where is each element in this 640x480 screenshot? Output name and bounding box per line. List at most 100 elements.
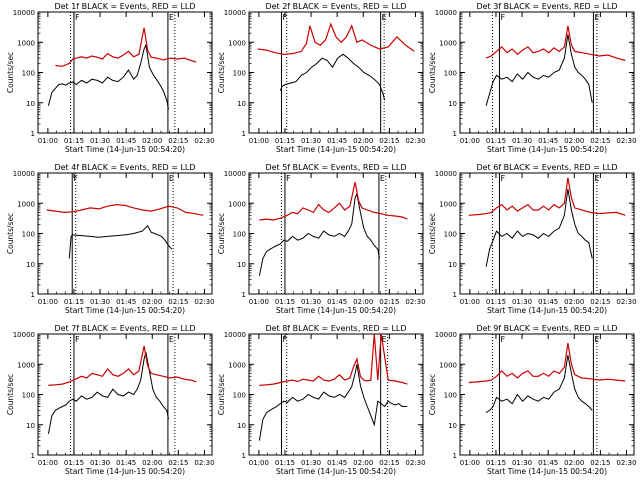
x-tick-label: 02:30 [194, 459, 214, 467]
chart-title: Det 6f BLACK = Events, RED = LLD [476, 163, 617, 172]
y-tick-label: 1 [453, 452, 457, 460]
x-tick-label: 01:15 [64, 459, 84, 467]
y-tick-label: 10 [26, 100, 35, 108]
y-tick-label: 100 [22, 231, 35, 239]
marker-label-f: F [75, 13, 80, 22]
x-tick-label: 01:45 [116, 459, 136, 467]
x-tick-label: 02:00 [564, 459, 584, 467]
marker-label-f: F [75, 335, 80, 344]
x-tick-label: 01:00 [249, 459, 269, 467]
x-tick-label: 02:00 [564, 137, 584, 145]
marker-label-e: E [594, 174, 599, 183]
y-tick-label: 100 [444, 392, 457, 400]
series-line-lld [48, 345, 197, 386]
series-line-events [485, 355, 593, 414]
x-axis-label: Start Time (14-Jun-15 00:54:20) [65, 467, 185, 476]
y-tick-label: 1000 [439, 39, 457, 47]
chart-title: Det 5f BLACK = Events, RED = LLD [265, 163, 406, 172]
marker-label-f: F [500, 335, 505, 344]
y-tick-label: 10000 [224, 331, 246, 339]
x-tick-label: 02:15 [590, 298, 610, 306]
y-tick-label: 1 [453, 291, 457, 299]
panel-det-5f: 1 10 100 1000 10000 01:00 01:15 01:30 01:45 02:00… [217, 163, 426, 315]
x-tick-label: 02:15 [168, 298, 188, 306]
x-tick-label: 02:30 [616, 459, 636, 467]
x-tick-label: 02:30 [405, 459, 425, 467]
y-tick-label: 1000 [228, 39, 246, 47]
x-tick-label: 01:00 [38, 459, 58, 467]
series-line-events [258, 364, 408, 441]
y-tick-label: 100 [444, 231, 457, 239]
marker-label-e: E [169, 335, 174, 344]
y-axis-label: Counts/sec [6, 374, 15, 415]
chart-title: Det 9f BLACK = Events, RED = LLD [476, 324, 617, 333]
y-tick-label: 1 [31, 452, 35, 460]
x-tick-label: 01:30 [90, 137, 110, 145]
x-tick-label: 01:30 [301, 298, 321, 306]
x-tick-label: 02:00 [142, 459, 162, 467]
y-tick-label: 1000 [17, 39, 35, 47]
x-axis-label: Start Time (14-Jun-15 00:54:20) [65, 145, 185, 154]
marker-label-f: F [282, 335, 287, 344]
panel-det-9f: 1 10 100 1000 10000 01:00 01:15 01:30 01:45 02:00… [428, 324, 637, 476]
series-line-events [485, 34, 593, 106]
y-tick-label: 1 [453, 130, 457, 138]
marker-label-f: F [500, 13, 505, 22]
series-line-lld [259, 333, 408, 386]
chart-title: Det 4f BLACK = Events, RED = LLD [54, 163, 195, 172]
marker-label-f: F [500, 174, 505, 183]
series-line-events [47, 43, 169, 110]
marker-label-e: E [382, 13, 387, 22]
x-tick-label: 02:15 [590, 459, 610, 467]
x-tick-label: 02:30 [616, 137, 636, 145]
plot-frame [459, 333, 635, 456]
y-tick-label: 100 [22, 392, 35, 400]
x-axis-label: Start Time (14-Jun-15 00:54:20) [276, 145, 396, 154]
plot-frame [459, 172, 635, 295]
x-tick-label: 01:00 [38, 298, 58, 306]
y-axis-label: Counts/sec [217, 52, 226, 93]
x-axis-label: Start Time (14-Jun-15 00:54:20) [276, 467, 396, 476]
y-tick-label: 10000 [224, 9, 246, 17]
panel-det-8f: 1 10 100 1000 10000 01:00 01:15 01:30 01:45 02:00… [217, 324, 426, 476]
panel-det-7f: 1 10 100 1000 10000 01:00 01:15 01:30 01:45 02:00… [6, 324, 215, 476]
x-tick-label: 01:45 [327, 298, 347, 306]
x-tick-label: 02:30 [405, 137, 425, 145]
series-line-lld [468, 343, 626, 384]
x-tick-label: 01:45 [327, 459, 347, 467]
x-tick-label: 01:00 [38, 137, 58, 145]
y-tick-label: 100 [233, 70, 246, 78]
x-tick-label: 01:30 [90, 298, 110, 306]
x-tick-label: 01:30 [90, 459, 110, 467]
marker-label-e: E [594, 335, 599, 344]
y-axis-label: Counts/sec [428, 52, 437, 93]
y-tick-label: 10000 [435, 170, 457, 178]
chart-title: Det 2f BLACK = Events, RED = LLD [265, 2, 406, 11]
series-line-lld [46, 203, 204, 216]
x-tick-label: 01:00 [460, 298, 480, 306]
y-axis-label: Counts/sec [428, 213, 437, 254]
y-tick-label: 10000 [435, 9, 457, 17]
x-tick-label: 01:00 [460, 459, 480, 467]
x-tick-label: 01:30 [512, 459, 532, 467]
y-tick-label: 10000 [13, 170, 35, 178]
y-tick-label: 10 [448, 100, 457, 108]
x-tick-label: 02:00 [353, 298, 373, 306]
y-tick-label: 10 [26, 422, 35, 430]
y-axis-label: Counts/sec [6, 52, 15, 93]
x-tick-label: 02:00 [564, 298, 584, 306]
x-tick-label: 01:30 [512, 298, 532, 306]
x-tick-label: 01:30 [301, 459, 321, 467]
x-tick-label: 02:15 [168, 137, 188, 145]
x-tick-label: 01:45 [327, 137, 347, 145]
panel-det-4f: 1 10 100 1000 10000 01:00 01:15 01:30 01:45 02:00… [6, 163, 215, 315]
y-tick-label: 1 [242, 130, 246, 138]
x-tick-label: 02:15 [379, 298, 399, 306]
x-tick-label: 01:00 [249, 298, 269, 306]
plot-frame [248, 172, 424, 295]
y-tick-label: 10 [26, 261, 35, 269]
series-line-events [258, 192, 380, 276]
y-tick-label: 1000 [439, 200, 457, 208]
series-line-events [68, 224, 173, 259]
y-tick-label: 1000 [228, 200, 246, 208]
